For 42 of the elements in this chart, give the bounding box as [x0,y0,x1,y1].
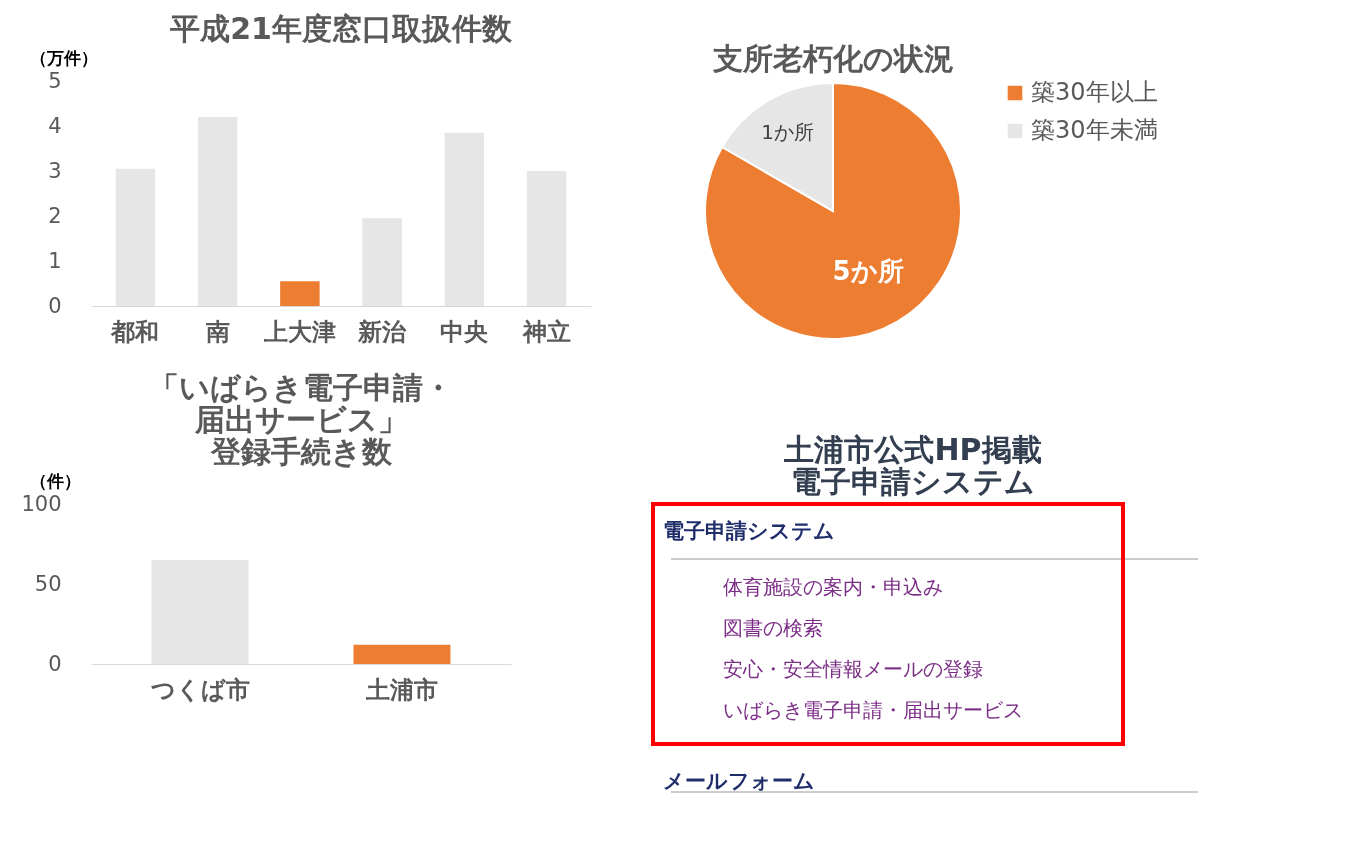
x-tick-label: 南 [204,317,230,346]
bar [197,117,238,306]
y-tick-label: 0 [48,651,62,676]
y-tick-label: 50 [34,571,62,596]
x-tick-label: 都和 [110,317,160,346]
x-tick-label: つくば市 [150,675,250,704]
y-tick-label: 4 [48,113,62,138]
y-tick-label: 0 [48,293,62,318]
text: 図書の検索 [723,616,823,640]
y-tick-label: 2 [48,203,62,228]
text: 「いばらき電子申請・ [149,370,453,405]
pie-slice [704,82,962,340]
y-tick-label: 100 [21,491,62,516]
x-tick-label: 上大津 [262,317,336,346]
text: いばらき電子申請・届出サービス [723,698,1023,722]
legend-label: 築30年以上 [1031,78,1158,106]
x-tick-label: 中央 [440,317,490,346]
text: 電子申請システム [663,519,835,543]
text: 登録手続き数 [210,434,392,469]
chart-title: 支所老朽化の状況 [711,41,954,76]
text: 体育施設の案内・申込み [723,575,943,599]
bar [280,281,320,306]
y-axis-title: （万件） [29,47,98,68]
chart-title: 平成21年度窓口取扱件数 [169,11,513,46]
bar [444,132,485,306]
y-tick-label: 3 [48,158,62,183]
bar [362,218,402,306]
y-axis-title: （件） [29,470,81,491]
x-tick-label: 神立 [521,317,571,346]
legend-label: 築30年未満 [1031,116,1158,144]
x-tick-label: 土浦市 [364,675,438,704]
y-tick-label: 1 [48,248,62,273]
data-label: 5か所 [832,255,904,286]
text: 電子申請システム [791,464,1035,499]
text: 安心・安全情報メールの登録 [723,657,983,681]
data-label: 1か所 [761,120,814,145]
text: メールフォーム [663,769,815,793]
bar [115,168,156,306]
y-tick-label: 5 [48,68,62,93]
x-tick-label: 新治 [357,317,408,346]
bar [526,171,567,306]
text: 土浦市公式HP掲載 [784,432,1042,467]
